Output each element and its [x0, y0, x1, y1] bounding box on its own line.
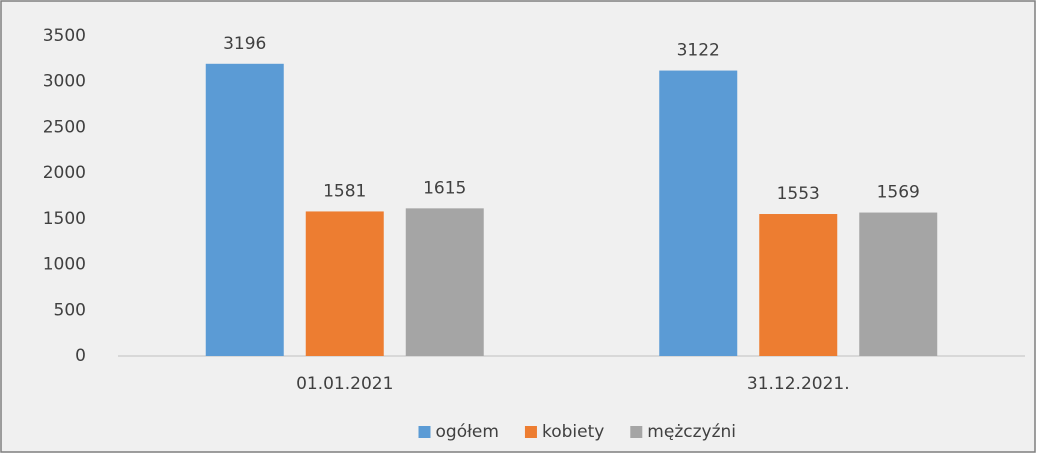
bar — [405, 208, 484, 356]
data-label: 3196 — [223, 34, 266, 54]
y-tick-label: 2000 — [43, 163, 86, 183]
bar — [305, 211, 384, 356]
bar — [205, 63, 284, 357]
x-tick-label: 31.12.2021. — [747, 374, 850, 394]
legend-label: kobiety — [542, 422, 604, 442]
data-label: 1615 — [423, 178, 466, 198]
data-label: 1569 — [877, 183, 920, 203]
legend-label: ogółem — [436, 422, 499, 442]
data-label: 3122 — [677, 41, 720, 61]
y-tick-label: 3500 — [43, 26, 86, 46]
y-tick-label: 500 — [54, 300, 86, 320]
data-label: 1553 — [777, 184, 820, 204]
bar — [759, 214, 838, 356]
y-tick-label: 0 — [75, 346, 86, 366]
x-tick-label: 01.01.2021 — [296, 374, 393, 394]
y-tick-label: 2500 — [43, 117, 86, 137]
y-tick-label: 1500 — [43, 209, 86, 229]
legend-swatch — [630, 426, 643, 438]
legend-swatch — [418, 426, 431, 438]
bar — [659, 70, 738, 356]
data-label: 1581 — [323, 181, 366, 201]
y-tick-label: 3000 — [43, 72, 86, 92]
y-tick-label: 1000 — [43, 255, 86, 275]
bar — [859, 212, 938, 356]
legend-swatch — [524, 426, 537, 438]
legend-label: mężczyźni — [647, 422, 736, 442]
